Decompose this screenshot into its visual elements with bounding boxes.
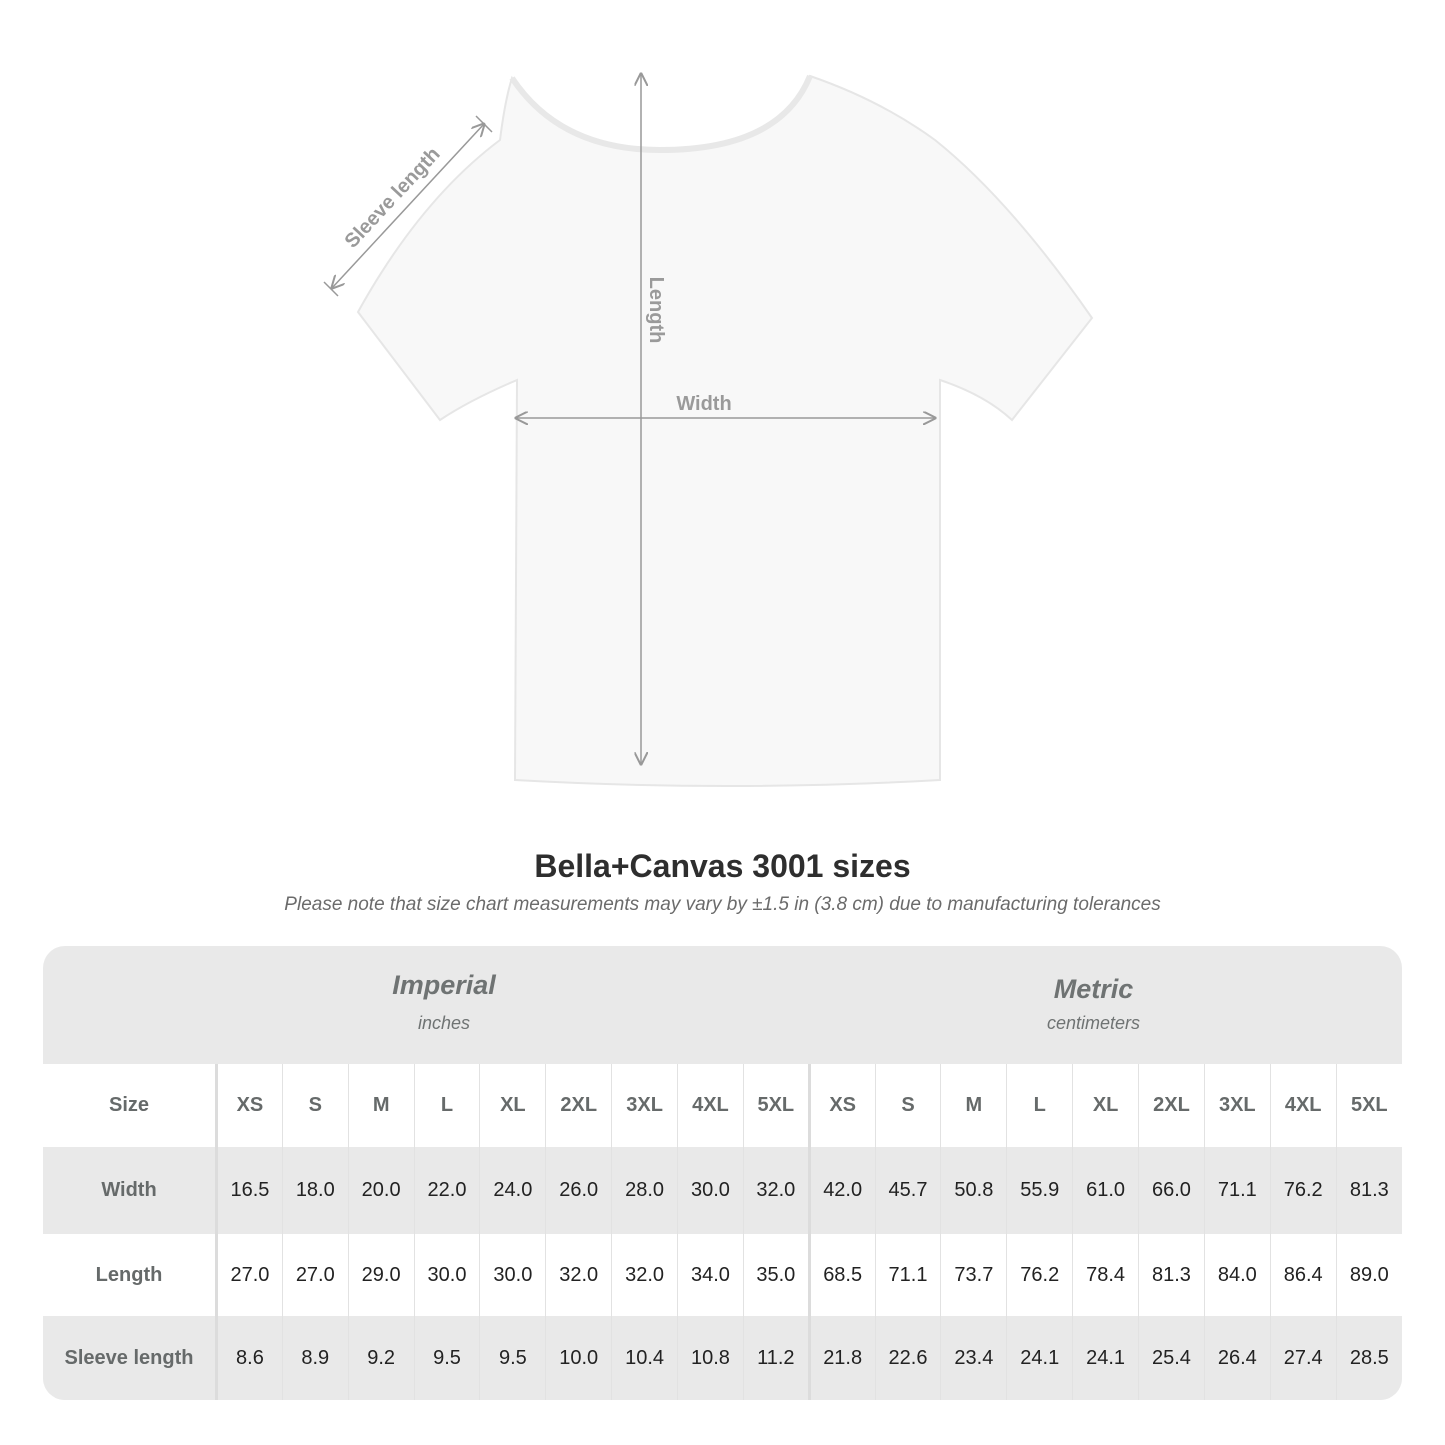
imperial-cell: 24.0	[479, 1147, 546, 1234]
metric-cell: 81.3	[1335, 1147, 1402, 1234]
imperial-cell: 9.5	[479, 1316, 546, 1400]
metric-cell: 66.0	[1138, 1147, 1205, 1234]
imperial-size-header: S	[281, 1064, 349, 1147]
imperial-cell: 35.0	[742, 1234, 810, 1316]
imperial-cell: 16.5	[216, 1147, 283, 1234]
size-table: Imperial inches Metric centimeters Size X…	[43, 946, 1402, 1400]
imperial-cell: 8.6	[216, 1316, 283, 1400]
width-label: Width	[676, 393, 731, 415]
imperial-cell: 10.0	[545, 1316, 612, 1400]
metric-cell: 78.4	[1072, 1234, 1139, 1316]
metric-cell: 27.4	[1269, 1316, 1337, 1400]
metric-cell: 23.4	[940, 1316, 1007, 1400]
length-label: Length	[645, 277, 667, 344]
table-row: Sleeve length 8.6 8.9 9.2 9.5 9.5 10.0 10.4 10.8…	[43, 1316, 1402, 1400]
imperial-size-header: XL	[479, 1064, 546, 1147]
metric-size-header: S	[874, 1064, 941, 1147]
metric-cell: 73.7	[940, 1234, 1007, 1316]
tshirt-shape	[356, 74, 1094, 787]
imperial-cell: 34.0	[677, 1234, 744, 1316]
metric-cell: 68.5	[807, 1234, 876, 1316]
imperial-cell: 11.2	[742, 1316, 810, 1400]
imperial-header: Imperial inches	[217, 970, 671, 1034]
metric-cell: 24.1	[1006, 1316, 1073, 1400]
metric-cell: 45.7	[874, 1147, 941, 1234]
imperial-cell: 9.5	[413, 1316, 480, 1400]
imperial-cell: 10.4	[611, 1316, 678, 1400]
metric-size-header: 2XL	[1138, 1064, 1205, 1147]
metric-size-header: L	[1006, 1064, 1073, 1147]
metric-size-header: 3XL	[1203, 1064, 1271, 1147]
metric-cell: 26.4	[1203, 1316, 1271, 1400]
imperial-cell: 18.0	[281, 1147, 349, 1234]
metric-cell: 28.5	[1335, 1316, 1402, 1400]
metric-cell: 61.0	[1072, 1147, 1139, 1234]
metric-size-header: M	[940, 1064, 1007, 1147]
size-label: Size	[43, 1064, 218, 1147]
imperial-cell: 9.2	[347, 1316, 415, 1400]
size-grid: Size XS S M L XL 2XL 3XL 4XL 5XL XS S M L XL 2XL 3XL 4XL 5…	[43, 1064, 1402, 1400]
row-label: Length	[43, 1234, 218, 1316]
imperial-cell: 32.0	[742, 1147, 810, 1234]
imperial-cell: 30.0	[413, 1234, 480, 1316]
metric-cell: 71.1	[874, 1234, 941, 1316]
metric-size-header: XS	[807, 1064, 876, 1147]
imperial-size-header: L	[413, 1064, 480, 1147]
imperial-cell: 30.0	[677, 1147, 744, 1234]
metric-cell: 42.0	[807, 1147, 876, 1234]
metric-cell: 84.0	[1203, 1234, 1271, 1316]
imperial-size-header: 5XL	[742, 1064, 810, 1147]
imperial-cell: 20.0	[347, 1147, 415, 1234]
row-label: Sleeve length	[43, 1316, 218, 1400]
metric-cell: 71.1	[1203, 1147, 1271, 1234]
imperial-cell: 29.0	[347, 1234, 415, 1316]
imperial-cell: 10.8	[677, 1316, 744, 1400]
metric-size-header: 4XL	[1269, 1064, 1337, 1147]
row-label: Width	[43, 1147, 218, 1234]
imperial-cell: 8.9	[281, 1316, 349, 1400]
imperial-size-header: 3XL	[611, 1064, 678, 1147]
imperial-cell: 32.0	[545, 1234, 612, 1316]
imperial-title: Imperial	[392, 970, 496, 1000]
imperial-cell: 28.0	[611, 1147, 678, 1234]
imperial-size-header: 4XL	[677, 1064, 744, 1147]
metric-size-header: 5XL	[1335, 1064, 1402, 1147]
imperial-cell: 26.0	[545, 1147, 612, 1234]
tshirt-diagram: Length Width Sleeve length	[323, 0, 1094, 787]
metric-cell: 76.2	[1269, 1147, 1337, 1234]
metric-cell: 86.4	[1269, 1234, 1337, 1316]
metric-cell: 50.8	[940, 1147, 1007, 1234]
metric-unit: centimeters	[1046, 1013, 1141, 1033]
imperial-cell: 22.0	[413, 1147, 480, 1234]
metric-cell: 76.2	[1006, 1234, 1073, 1316]
imperial-cell: 27.0	[216, 1234, 283, 1316]
metric-cell: 21.8	[807, 1316, 876, 1400]
metric-cell: 22.6	[874, 1316, 941, 1400]
imperial-cell: 32.0	[611, 1234, 678, 1316]
metric-cell: 24.1	[1072, 1316, 1139, 1400]
metric-cell: 55.9	[1006, 1147, 1073, 1234]
metric-size-header: XL	[1072, 1064, 1139, 1147]
tolerance-note: Please note that size chart measurements…	[284, 894, 1161, 915]
metric-title: Metric	[1053, 974, 1134, 1004]
table-row: Length 27.0 27.0 29.0 30.0 30.0 32.0 32.0 34.0 35…	[43, 1234, 1402, 1316]
imperial-cell: 30.0	[479, 1234, 546, 1316]
metric-cell: 81.3	[1138, 1234, 1205, 1316]
table-row: Width 16.5 18.0 20.0 22.0 24.0 26.0 28.0 30.0 32.…	[43, 1147, 1402, 1234]
metric-cell: 89.0	[1335, 1234, 1402, 1316]
metric-cell: 25.4	[1138, 1316, 1205, 1400]
metric-header: Metric centimeters	[810, 974, 1377, 1034]
imperial-size-header: 2XL	[545, 1064, 612, 1147]
imperial-size-header: M	[347, 1064, 415, 1147]
imperial-cell: 27.0	[281, 1234, 349, 1316]
imperial-unit: inches	[417, 1013, 471, 1033]
sleeve-measure-line	[332, 124, 484, 288]
size-header-row: Size XS S M L XL 2XL 3XL 4XL 5XL XS S M L XL 2XL 3XL 4XL 5…	[43, 1064, 1402, 1147]
chart-title: Bella+Canvas 3001 sizes	[534, 848, 911, 884]
imperial-size-header: XS	[216, 1064, 283, 1147]
